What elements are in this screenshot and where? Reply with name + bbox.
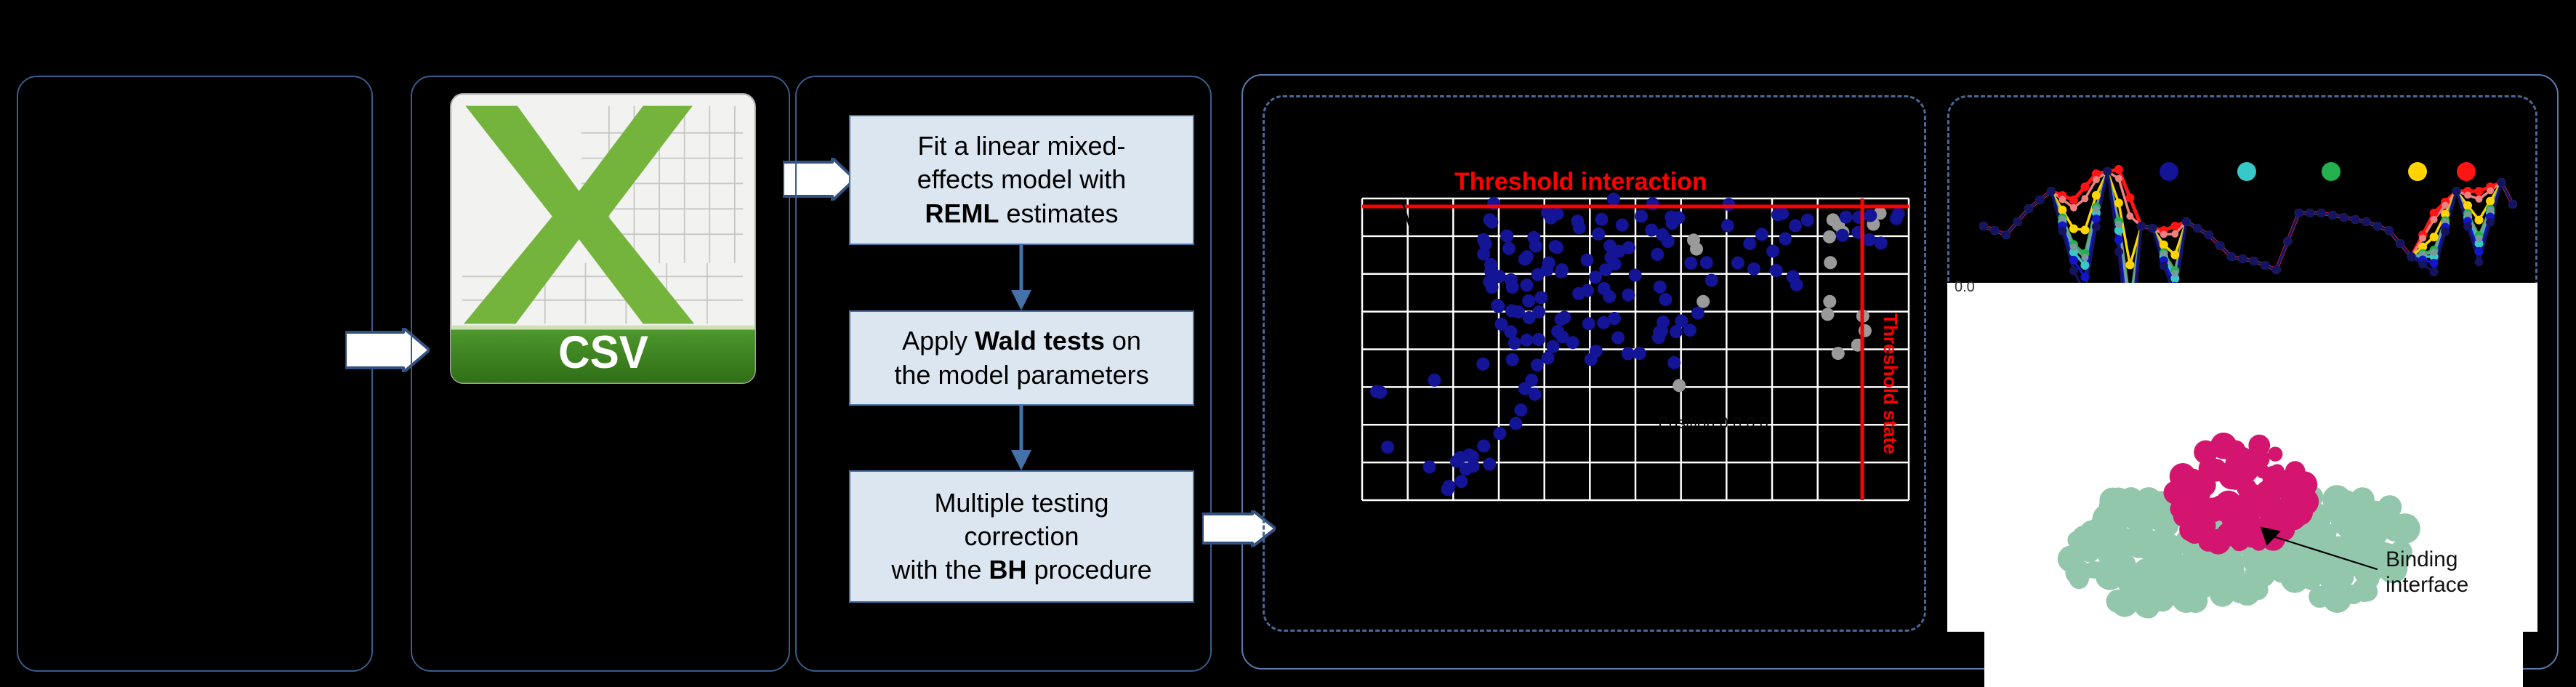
svg-text:Threshold state: Threshold state (1880, 313, 1901, 454)
svg-text:Threshold interaction: Threshold interaction (1454, 168, 1707, 196)
svg-text:Position 0.0 0.0: Position 0.0 0.0 (1658, 414, 1768, 432)
svg-text:interface: interface (2386, 573, 2468, 597)
svg-text:0.0: 0.0 (1955, 279, 1975, 295)
svg-text:Binding: Binding (2386, 547, 2458, 571)
svg-text:CSV: CSV (558, 327, 648, 378)
